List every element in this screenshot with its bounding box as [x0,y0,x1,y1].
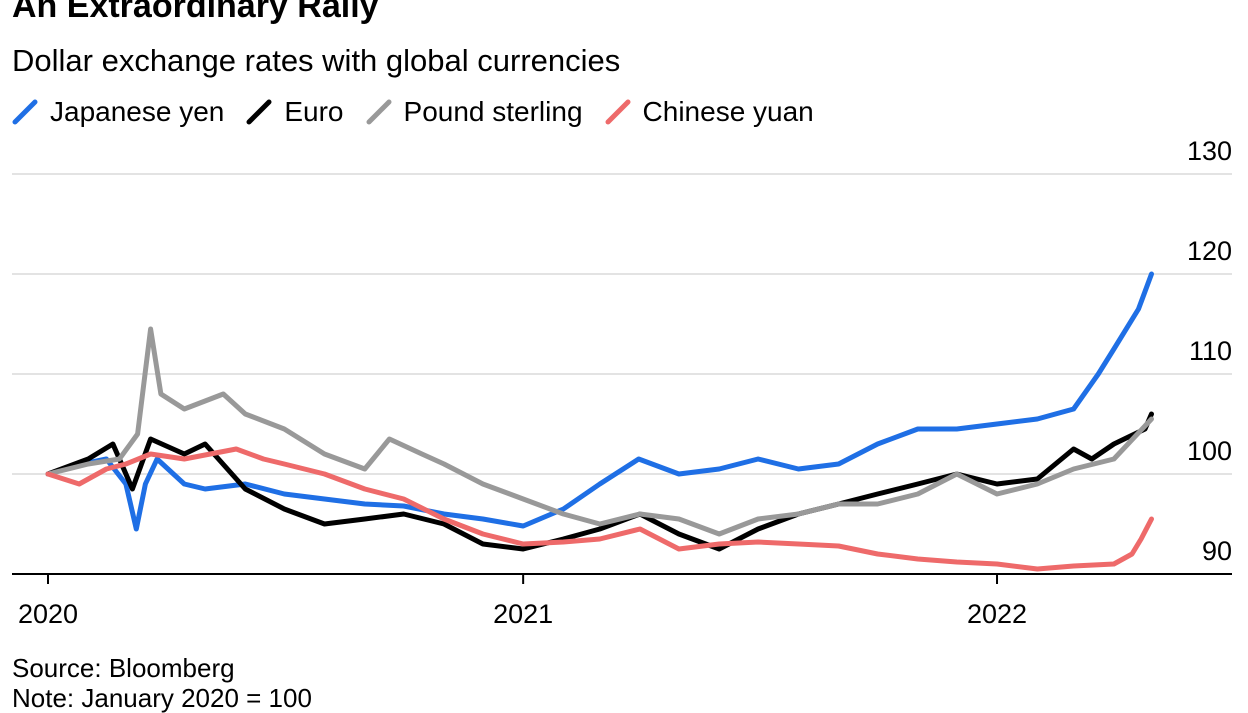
chart-title: An Extraordinary Rally [12,0,379,25]
legend-swatch-chinese-yuan [605,99,631,125]
legend-swatch-euro [246,99,272,125]
y-tick-label-110: 110 [1189,336,1232,366]
legend-swatch-pound-sterling [366,99,392,125]
y-tick-label-100: 100 [1187,436,1232,466]
legend-label-chinese-yuan: Chinese yuan [642,96,814,127]
chart-subtitle: Dollar exchange rates with global curren… [12,43,621,78]
line-chart: 90 100 110 120 130 2020 2021 2022 [12,136,1232,629]
y-tick-label-90: 90 [1202,536,1232,566]
legend-item-pound-sterling: Pound sterling [366,96,583,128]
legend-item-japanese-yen: Japanese yen [12,96,224,128]
series-line-euro [45,411,1154,552]
legend: Japanese yen Euro Pound sterling Chinese yu… [12,94,836,130]
legend-swatch-japanese-yen [12,99,38,125]
source-note: Source: Bloomberg [12,653,235,683]
y-tick-label-120: 120 [1187,236,1232,266]
legend-label-japanese-yen: Japanese yen [50,96,225,127]
footnote: Note: January 2020 = 100 [12,683,312,713]
series-line-japanese-yen [45,271,1154,532]
x-tick-label-2021: 2021 [493,599,553,629]
x-tick-label-2020: 2020 [18,599,78,629]
legend-label-euro: Euro [284,96,344,127]
series-line-chinese-yuan [45,446,1154,572]
legend-item-chinese-yuan: Chinese yuan [605,96,814,128]
y-tick-label-130: 130 [1187,136,1232,166]
x-tick-label-2022: 2022 [967,599,1027,629]
series-line-pound-sterling [45,326,1154,537]
legend-item-euro: Euro [246,96,344,128]
legend-label-pound-sterling: Pound sterling [403,96,583,127]
